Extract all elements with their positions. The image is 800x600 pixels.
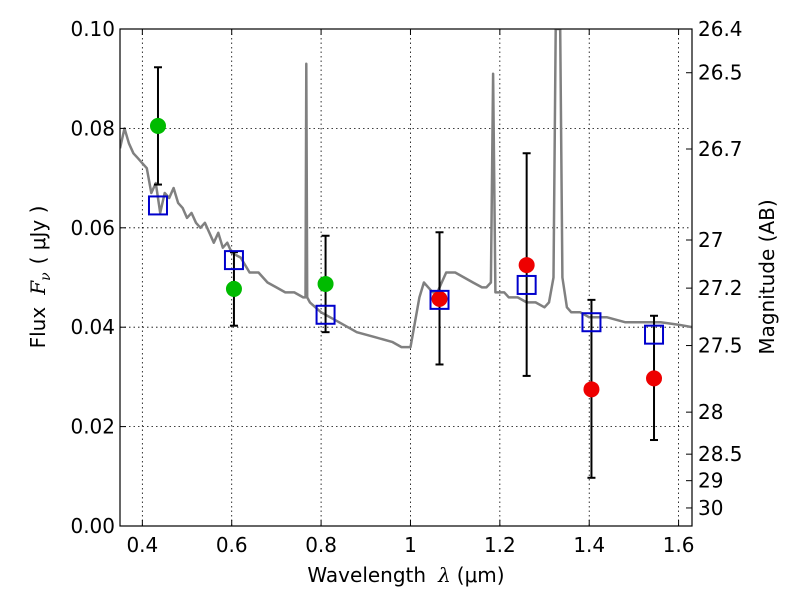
y-tick-label: 0.10: [70, 17, 115, 41]
model-photometry-square: [429, 289, 450, 310]
x-tick-label: 1: [404, 533, 417, 557]
model-photometry-square: [581, 312, 602, 333]
y-axis-label: FluxFν( μJy ): [26, 206, 54, 349]
y-tick-label: 0.04: [70, 315, 115, 339]
y2-tick-label: 30: [698, 496, 723, 520]
y2-tick-label: 28.5: [698, 442, 743, 466]
y2-tick-label: 27.2: [698, 276, 743, 300]
observed-point: [149, 117, 166, 134]
axis-ticks: 0.4 0.6 0.8 1 1.2 1.4 1.6 0.00 0.02 0.04 0.06 0.08 0…: [70, 17, 742, 557]
model-spectrum-line: [120, 29, 692, 349]
observed-point: [646, 370, 663, 387]
axes-frame: [119, 28, 693, 527]
y2-tick-label: 27: [698, 228, 723, 252]
observed-point: [583, 381, 600, 398]
y2-tick-label: 28: [698, 400, 723, 424]
x-tick-label: 1.6: [663, 533, 695, 557]
observed-point: [317, 275, 334, 292]
observed-point: [518, 257, 535, 274]
model-photometry-square: [516, 274, 537, 295]
y2-tick-label: 29: [698, 469, 723, 493]
model-photometry-square: [223, 250, 244, 271]
y-tick-label: 0.00: [70, 514, 115, 538]
y2-tick-label: 26.7: [698, 137, 743, 161]
y2-tick-label: 26.5: [698, 61, 743, 85]
model-photometry-square: [644, 324, 665, 345]
x-tick-label: 0.8: [305, 533, 337, 557]
model-photometry-square: [315, 304, 336, 325]
observed-point: [431, 290, 448, 307]
x-tick-label: 0.6: [216, 533, 248, 557]
y-tick-label: 0.08: [70, 116, 115, 140]
x-axis-label: Wavelength λ (μm): [307, 563, 504, 587]
x-tick-label: 0.4: [126, 533, 158, 557]
x-tick-label: 1.2: [484, 533, 516, 557]
plot-area: [120, 29, 692, 479]
x-tick-label: 1.4: [573, 533, 605, 557]
y2-axis-label: Magnitude (AB): [755, 199, 779, 354]
y2-tick-label: 27.5: [698, 334, 743, 358]
y-tick-label: 0.02: [70, 415, 115, 439]
observed-point: [225, 280, 242, 297]
y-tick-label: 0.06: [70, 216, 115, 240]
y2-tick-label: 26.4: [698, 17, 743, 41]
model-photometry-square: [147, 195, 168, 216]
